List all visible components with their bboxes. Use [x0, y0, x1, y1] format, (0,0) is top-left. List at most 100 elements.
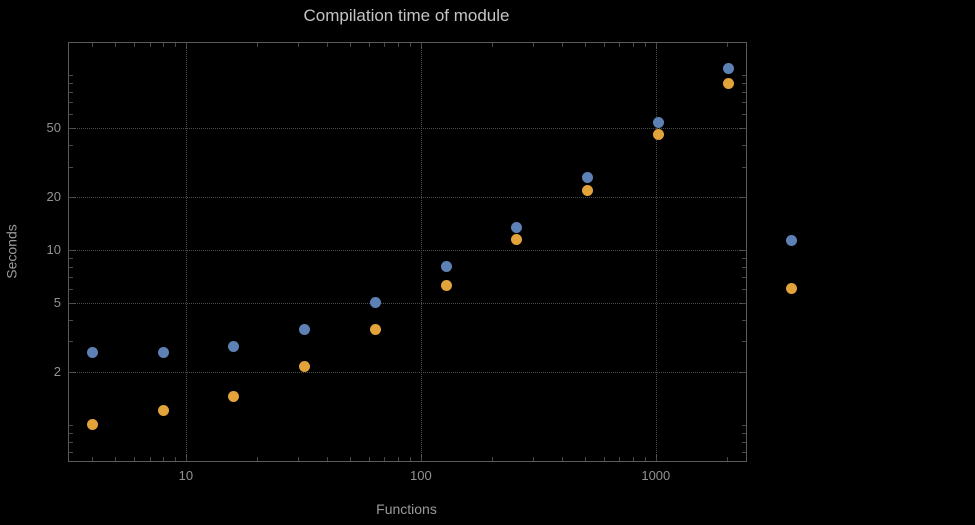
- x-minor-tick: [410, 457, 412, 461]
- y-minor-tick: [742, 424, 746, 426]
- y-minor-tick: [69, 451, 73, 453]
- x-minor-tick: [384, 457, 386, 461]
- y-minor-tick: [742, 266, 746, 268]
- y-minor-tick: [69, 92, 73, 94]
- x-minor-tick: [398, 457, 400, 461]
- y-gridline: [69, 127, 746, 129]
- x-minor-tick: [562, 43, 564, 47]
- y-gridline: [69, 302, 746, 304]
- y-minor-tick: [742, 277, 746, 279]
- y-minor-tick: [742, 441, 746, 443]
- y-minor-tick: [742, 83, 746, 85]
- x-tick-label: 1000: [641, 468, 671, 483]
- data-point-series-2-orange: [440, 279, 452, 291]
- x-minor-tick: [298, 43, 299, 47]
- y-minor-tick: [69, 341, 73, 343]
- legend-marker-series-1-blue: [786, 235, 797, 246]
- y-tick-label: 50: [46, 119, 61, 135]
- data-point-series-1-blue: [369, 297, 381, 309]
- x-minor-tick: [726, 43, 728, 47]
- y-minor-tick: [742, 75, 746, 77]
- x-minor-tick: [420, 43, 422, 47]
- x-minor-tick: [619, 43, 621, 47]
- x-minor-tick: [175, 43, 177, 47]
- data-point-series-2-orange: [652, 128, 664, 140]
- x-minor-tick: [115, 457, 117, 461]
- x-minor-tick: [133, 43, 135, 47]
- x-tick-label: 10: [178, 468, 194, 483]
- y-minor-tick: [69, 266, 73, 268]
- y-minor-tick: [69, 257, 73, 259]
- data-point-series-2-orange: [228, 391, 240, 403]
- x-minor-tick: [92, 457, 94, 461]
- x-tick-label: 100: [410, 468, 432, 483]
- y-minor-tick: [742, 102, 746, 104]
- x-minor-tick: [92, 43, 94, 47]
- x-minor-tick: [175, 457, 177, 461]
- x-minor-tick: [532, 43, 534, 47]
- x-minor-tick: [398, 43, 400, 47]
- y-minor-tick: [69, 75, 73, 77]
- x-minor-tick: [585, 43, 587, 47]
- y-tick-label: 5: [53, 294, 61, 310]
- x-minor-tick: [327, 43, 329, 47]
- x-minor-tick: [633, 43, 635, 47]
- x-minor-tick: [562, 457, 564, 461]
- x-minor-tick: [327, 457, 329, 461]
- y-minor-tick: [69, 102, 73, 104]
- data-point-series-2-orange: [582, 184, 593, 196]
- x-minor-tick: [619, 457, 621, 461]
- y-minor-tick: [742, 432, 746, 434]
- x-minor-tick: [420, 457, 422, 461]
- y-minor-tick: [69, 114, 73, 116]
- x-minor-tick: [585, 457, 587, 461]
- y-axis-label: Seconds: [3, 224, 20, 279]
- data-point-series-1-blue: [228, 341, 240, 353]
- x-minor-tick: [645, 457, 647, 461]
- y-minor-tick: [69, 319, 73, 321]
- x-minor-tick: [491, 43, 493, 47]
- x-minor-tick: [491, 457, 493, 461]
- data-point-series-1-blue: [652, 116, 664, 128]
- y-gridline: [69, 197, 746, 199]
- y-minor-tick: [742, 249, 746, 251]
- y-gridline: [69, 249, 746, 251]
- y-minor-tick: [742, 341, 746, 343]
- y-minor-tick: [69, 441, 73, 443]
- x-minor-tick: [368, 43, 370, 47]
- y-minor-tick: [742, 257, 746, 259]
- x-minor-tick: [350, 43, 352, 47]
- x-minor-tick: [384, 43, 386, 47]
- y-minor-tick: [742, 372, 746, 374]
- y-minor-tick: [69, 302, 73, 304]
- data-point-series-1-blue: [582, 171, 593, 183]
- y-minor-tick: [742, 288, 746, 290]
- x-minor-tick: [256, 457, 258, 461]
- y-minor-tick: [742, 319, 746, 321]
- y-minor-tick: [742, 197, 746, 199]
- x-minor-tick: [645, 43, 647, 47]
- y-minor-tick: [742, 302, 746, 304]
- y-minor-tick: [742, 166, 746, 168]
- x-minor-tick: [655, 43, 657, 47]
- x-minor-tick: [603, 457, 605, 461]
- y-minor-tick: [69, 144, 73, 146]
- x-minor-tick: [185, 43, 187, 47]
- x-minor-tick: [298, 457, 299, 461]
- y-minor-tick: [742, 92, 746, 94]
- y-minor-tick: [742, 144, 746, 146]
- y-gridline: [69, 372, 746, 374]
- y-minor-tick: [69, 127, 73, 129]
- y-tick-label: 2: [53, 364, 61, 380]
- x-gridline: [420, 43, 422, 461]
- data-point-series-1-blue: [440, 261, 452, 273]
- y-minor-tick: [69, 288, 73, 290]
- data-point-series-2-orange: [157, 405, 169, 417]
- x-minor-tick: [368, 457, 370, 461]
- x-gridline: [655, 43, 657, 461]
- data-point-series-2-orange: [299, 361, 311, 373]
- y-minor-tick: [69, 249, 73, 251]
- y-minor-tick: [742, 451, 746, 453]
- data-point-series-1-blue: [511, 221, 523, 233]
- y-tick-label: 20: [46, 189, 61, 205]
